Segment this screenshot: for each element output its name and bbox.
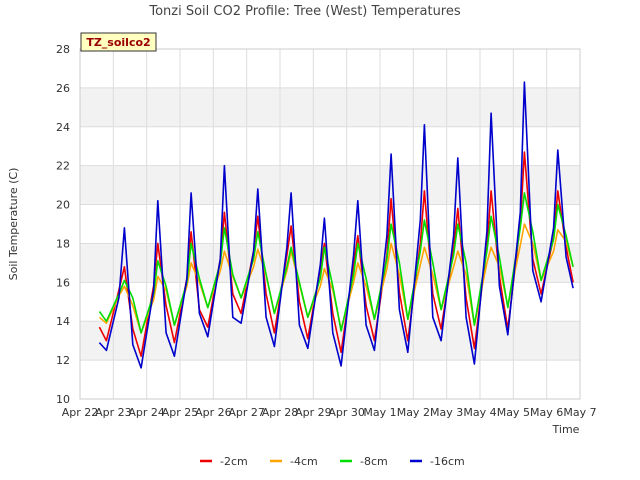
y-tick-label: 12: [56, 354, 70, 367]
y-axis-title: Soil Temperature (C): [7, 168, 20, 281]
x-tick-label: Apr 25: [162, 406, 199, 419]
badge-label: TZ_soilco2: [86, 36, 150, 49]
grid-band: [80, 49, 580, 88]
x-tick-label: May 7: [563, 406, 596, 419]
x-tick-label: May 5: [497, 406, 530, 419]
plot-background: [80, 49, 580, 399]
series-line-8cmcm: [98, 192, 574, 334]
y-tick-label: 16: [56, 276, 70, 289]
x-tick-label: Apr 26: [195, 406, 232, 419]
x-tick-label: May 1: [363, 406, 396, 419]
y-tick-label: 28: [56, 43, 70, 56]
grid-band: [80, 87, 580, 127]
legend-label: -2cm: [220, 455, 248, 468]
grid-band: [80, 165, 580, 205]
x-tick-label: May 4: [463, 406, 496, 419]
x-tick-label: May 2: [397, 406, 430, 419]
y-tick-label: 14: [56, 315, 70, 328]
x-tick-label: May 3: [430, 406, 463, 419]
x-tick-label: Apr 24: [128, 406, 165, 419]
y-tick-label: 18: [56, 237, 70, 250]
y-tick-label: 10: [56, 393, 70, 406]
x-tick-label: May 6: [530, 406, 563, 419]
y-axis-ticks: 10 12 14 16 18 20 22 24 26 28: [56, 43, 70, 406]
badge-box: [80, 32, 157, 52]
grid: [79, 48, 581, 400]
plot-frame: [79, 48, 581, 400]
series-layer: [98, 81, 574, 369]
grid-band: [80, 321, 580, 361]
x-tick-label: Apr 23: [95, 406, 132, 419]
x-tick-label: Apr 27: [228, 406, 265, 419]
y-tick-label: 20: [56, 199, 70, 212]
legend-label: -8cm: [360, 455, 388, 468]
x-tick-label: Apr 30: [328, 406, 365, 419]
y-tick-label: 26: [56, 82, 70, 95]
y-tick-label: 22: [56, 160, 70, 173]
legend-label: -16cm: [430, 455, 465, 468]
x-tick-label: Apr 28: [262, 406, 299, 419]
series-line-16cmcm: [98, 81, 574, 369]
grid-band: [80, 360, 580, 399]
legend: -2cm -4cm -8cm -16cm: [200, 455, 465, 468]
x-tick-label: Apr 29: [295, 406, 332, 419]
chart-title: Tonzi Soil CO2 Profile: Tree (West) Temp…: [148, 4, 461, 19]
x-tick-label: Apr 22: [62, 406, 99, 419]
grid-band: [80, 204, 580, 244]
x-axis-title: Time: [552, 423, 580, 436]
legend-label: -4cm: [290, 455, 318, 468]
y-tick-label: 24: [56, 121, 70, 134]
badge: TZ_soilco2: [80, 32, 157, 52]
grid-band: [80, 126, 580, 166]
